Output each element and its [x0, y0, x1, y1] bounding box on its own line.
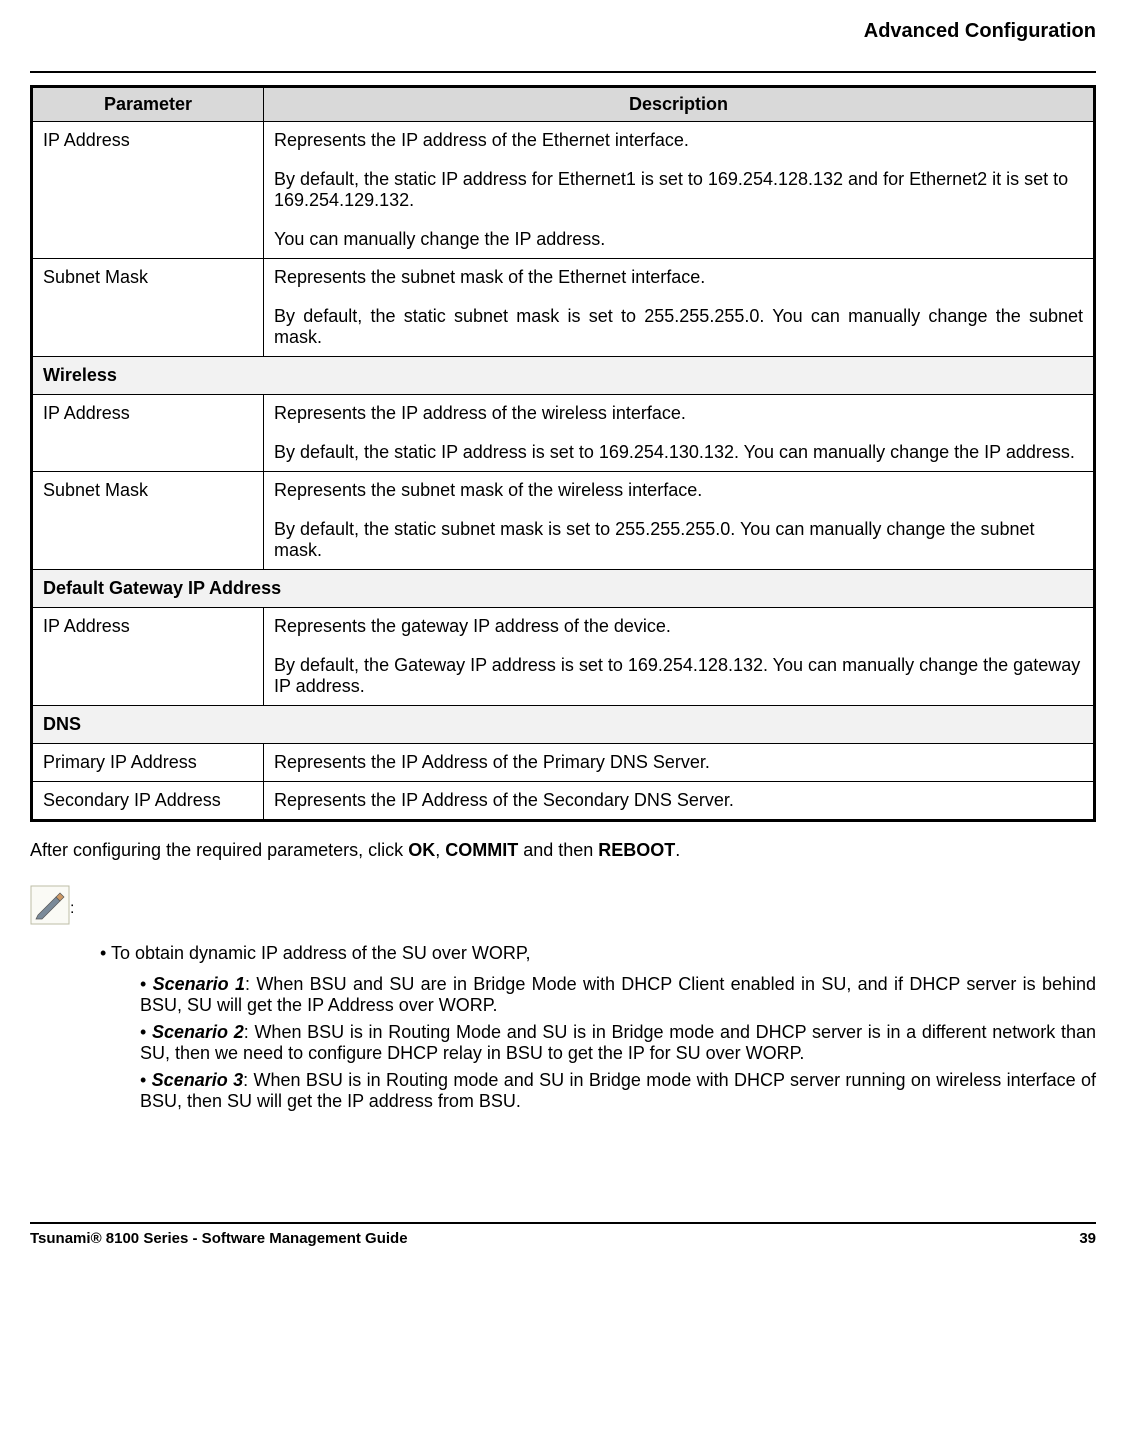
btn-ok-label: OK: [408, 840, 435, 860]
scenario-item: • Scenario 2: When BSU is in Routing Mod…: [140, 1022, 1096, 1064]
scenario-label: Scenario 2: [152, 1022, 244, 1042]
table-section-row: Wireless: [32, 357, 1095, 395]
section-label: Wireless: [32, 357, 1095, 395]
scenario-text: : When BSU is in Routing Mode and SU is …: [140, 1022, 1096, 1063]
table-row: IP Address Represents the IP address of t…: [32, 122, 1095, 259]
table-row: IP Address Represents the IP address of t…: [32, 395, 1095, 472]
scenario-text: : When BSU is in Routing mode and SU in …: [140, 1070, 1096, 1111]
scenario-label: Scenario 1: [153, 974, 245, 994]
param-description: Represents the subnet mask of the wirele…: [264, 472, 1095, 570]
scenarios-intro: • To obtain dynamic IP address of the SU…: [100, 943, 1096, 964]
description-paragraph: Represents the IP address of the Etherne…: [274, 130, 1083, 151]
param-name: Secondary IP Address: [32, 782, 264, 821]
description-paragraph: By default, the static IP address for Et…: [274, 169, 1083, 211]
param-name: Subnet Mask: [32, 259, 264, 357]
param-name: IP Address: [32, 608, 264, 706]
table-row: Primary IP Address Represents the IP Addr…: [32, 744, 1095, 782]
description-paragraph: Represents the IP address of the wireles…: [274, 403, 1083, 424]
btn-commit-label: COMMIT: [445, 840, 518, 860]
param-description: Represents the subnet mask of the Ethern…: [264, 259, 1095, 357]
page-title: Advanced Configuration: [30, 20, 1096, 53]
description-paragraph: By default, the static IP address is set…: [274, 442, 1083, 463]
table-section-row: Default Gateway IP Address: [32, 570, 1095, 608]
bullet: •: [140, 1070, 152, 1090]
column-header-description: Description: [264, 87, 1095, 122]
scenario-text: : When BSU and SU are in Bridge Mode wit…: [140, 974, 1096, 1015]
table-row: Secondary IP Address Represents the IP Ad…: [32, 782, 1095, 821]
description-paragraph: Represents the IP Address of the Primary…: [274, 752, 1083, 773]
param-description: Represents the IP address of the wireles…: [264, 395, 1095, 472]
scenario-label: Scenario 3: [152, 1070, 243, 1090]
btn-reboot-label: REBOOT: [598, 840, 675, 860]
param-description: Represents the IP address of the Etherne…: [264, 122, 1095, 259]
scenario-item: • Scenario 3: When BSU is in Routing mod…: [140, 1070, 1096, 1112]
table-row: IP Address Represents the gateway IP addr…: [32, 608, 1095, 706]
description-paragraph: Represents the gateway IP address of the…: [274, 616, 1083, 637]
param-description: Represents the gateway IP address of the…: [264, 608, 1095, 706]
after-suffix: .: [675, 840, 680, 860]
section-label: DNS: [32, 706, 1095, 744]
param-name: Primary IP Address: [32, 744, 264, 782]
description-paragraph: Represents the subnet mask of the wirele…: [274, 480, 1083, 501]
description-paragraph: Represents the subnet mask of the Ethern…: [274, 267, 1083, 288]
footer-title: Tsunami® 8100 Series - Software Manageme…: [30, 1230, 408, 1247]
parameters-table: Parameter Description IP Address Represen…: [30, 85, 1096, 822]
pencil-note-icon: [30, 885, 70, 925]
table-row: Subnet Mask Represents the subnet mask of…: [32, 259, 1095, 357]
param-description: Represents the IP Address of the Seconda…: [264, 782, 1095, 821]
scenario-item: • Scenario 1: When BSU and SU are in Bri…: [140, 974, 1096, 1016]
scenarios-block: • To obtain dynamic IP address of the SU…: [100, 943, 1096, 1112]
description-paragraph: You can manually change the IP address.: [274, 229, 1083, 250]
param-description: Represents the IP Address of the Primary…: [264, 744, 1095, 782]
description-paragraph: By default, the static subnet mask is se…: [274, 306, 1083, 348]
param-name: IP Address: [32, 122, 264, 259]
param-name: IP Address: [32, 395, 264, 472]
description-paragraph: By default, the Gateway IP address is se…: [274, 655, 1083, 697]
note-block: :: [30, 885, 1096, 933]
table-header-row: Parameter Description: [32, 87, 1095, 122]
after-table-instruction: After configuring the required parameter…: [30, 840, 1096, 861]
table-row: Subnet Mask Represents the subnet mask of…: [32, 472, 1095, 570]
bullet: •: [140, 974, 153, 994]
page-footer: Tsunami® 8100 Series - Software Manageme…: [30, 1222, 1096, 1247]
page-container: Advanced Configuration Parameter Descrip…: [0, 0, 1126, 1267]
section-label: Default Gateway IP Address: [32, 570, 1095, 608]
bullet: •: [140, 1022, 152, 1042]
footer-page-number: 39: [1079, 1230, 1096, 1247]
note-colon: :: [70, 900, 74, 917]
after-prefix: After configuring the required parameter…: [30, 840, 408, 860]
description-paragraph: By default, the static subnet mask is se…: [274, 519, 1083, 561]
param-name: Subnet Mask: [32, 472, 264, 570]
table-section-row: DNS: [32, 706, 1095, 744]
after-sep2: and then: [518, 840, 598, 860]
after-sep1: ,: [435, 840, 445, 860]
column-header-parameter: Parameter: [32, 87, 264, 122]
description-paragraph: Represents the IP Address of the Seconda…: [274, 790, 1083, 811]
